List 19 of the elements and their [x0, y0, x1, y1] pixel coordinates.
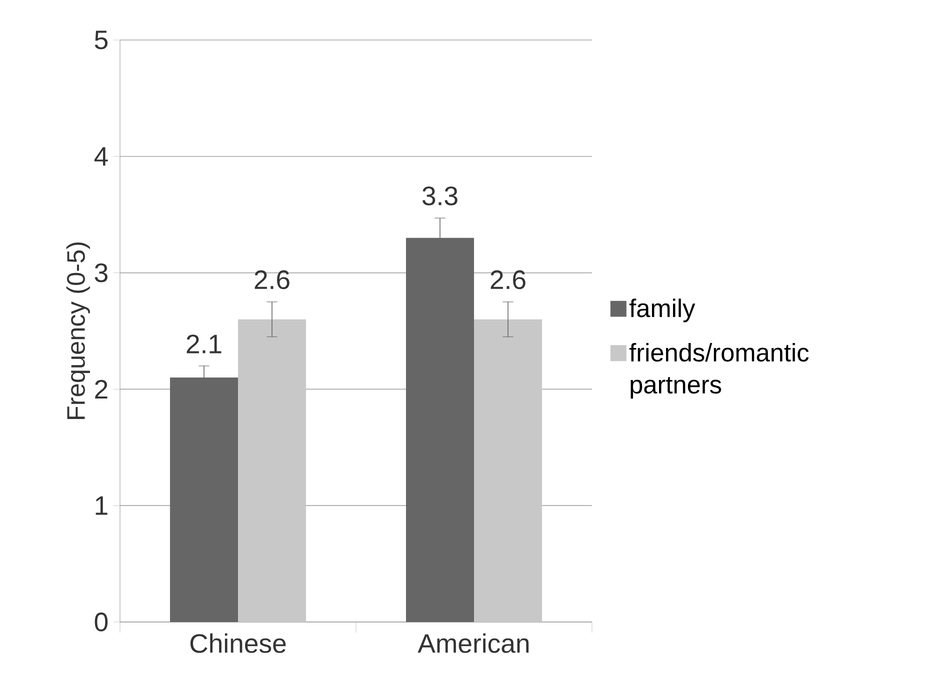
y-axis-title: Frequency (0-5) [66, 242, 90, 420]
legend-label: friends/romantic partners [629, 342, 809, 399]
y-tick-label: 5 [94, 30, 108, 50]
bar [406, 238, 474, 622]
bar [238, 319, 306, 622]
data-label: 2.1 [186, 334, 222, 354]
x-tick-label: Chinese [190, 633, 286, 653]
y-tick-label: 3 [94, 263, 108, 282]
bar [474, 319, 542, 622]
y-tick-label: 2 [95, 380, 108, 398]
legend-label: family [629, 298, 696, 322]
data-label: 2.6 [254, 270, 290, 290]
bar [170, 378, 238, 622]
data-label: 3.3 [422, 186, 458, 206]
x-tick-label: American [418, 633, 529, 653]
y-tick-label: 0 [94, 612, 108, 632]
data-label: 2.6 [490, 270, 526, 290]
y-tick-label: 4 [94, 147, 108, 166]
y-tick-label: 1 [96, 496, 108, 515]
